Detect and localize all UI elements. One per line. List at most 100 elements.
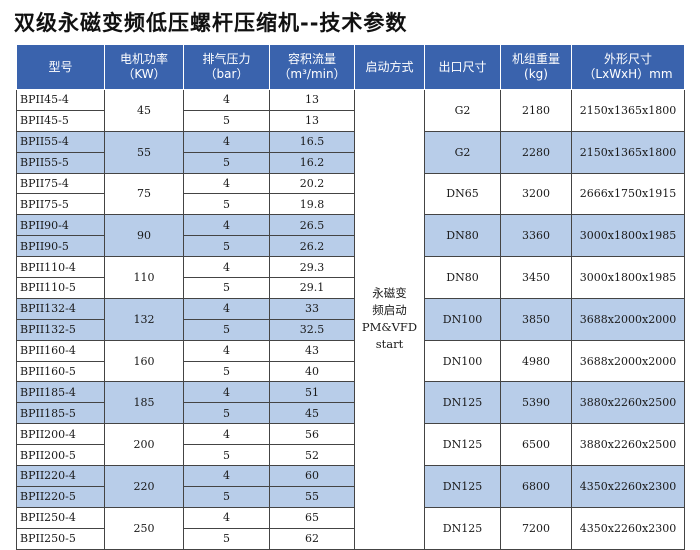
weight-cell: 3200 xyxy=(500,172,572,216)
table-row: BPII75-5 5 19.8 xyxy=(16,193,685,216)
table-row: BPII220-4 220 4 60 DN125 6800 4350x2260x2300 xyxy=(16,465,685,508)
dims-cell: 2150x1365x1800 xyxy=(571,89,685,132)
header-pressure: 排气压力 （bar） xyxy=(183,44,270,90)
header-row: 型号 电机功率 （KW） 排气压力 （bar） 容积流量 （m³/min） 启动方式 … xyxy=(16,44,685,90)
model-cell: BPII90-4 xyxy=(16,214,105,237)
model-cell: BPII110-4 xyxy=(16,256,105,279)
page-title: 双级永磁变频低压螺杆压缩机--技术参数 xyxy=(14,11,408,35)
flow-cell: 13 xyxy=(269,89,355,111)
header-model: 型号 xyxy=(16,44,105,90)
pressure-cell: 5 xyxy=(183,485,270,508)
pressure-cell: 5 xyxy=(183,109,270,132)
model-cell: BPII160-4 xyxy=(16,339,105,362)
dims-cell: 2150x1365x1800 xyxy=(571,130,685,174)
header-flow-unit: （m³/min） xyxy=(278,67,346,81)
dims-cell: 3000x1800x1985 xyxy=(571,256,685,299)
flow-cell: 55 xyxy=(269,485,355,508)
flow-cell: 32.5 xyxy=(269,318,355,341)
flow-cell: 29.1 xyxy=(269,277,355,299)
outlet-cell: DN125 xyxy=(424,506,501,550)
weight-cell: 3850 xyxy=(500,297,572,341)
start-method-line: 永磁变 xyxy=(372,286,407,301)
table-body: BPII45-4 45 4 13 永磁变 频启动 PM&VFD start G2 2180 2150… xyxy=(16,89,685,550)
dims-cell: 4350x2260x2300 xyxy=(571,506,685,550)
model-cell: BPII160-5 xyxy=(16,360,105,383)
pressure-cell: 5 xyxy=(183,151,270,174)
header-dims-unit: （LxWxH）mm xyxy=(583,67,673,81)
flow-cell: 26.5 xyxy=(269,214,355,237)
outlet-cell: G2 xyxy=(424,89,501,132)
power-cell: 45 xyxy=(104,89,184,132)
weight-cell: 6800 xyxy=(500,465,572,508)
pressure-cell: 4 xyxy=(183,381,270,404)
header-weight-unit: (kg) xyxy=(524,67,548,81)
header-pressure-unit: （bar） xyxy=(204,67,249,81)
header-flow-label: 容积流量 xyxy=(287,52,336,66)
pressure-cell: 5 xyxy=(183,360,270,383)
weight-cell: 3360 xyxy=(500,214,572,258)
weight-cell: 6500 xyxy=(500,423,572,467)
outlet-cell: DN65 xyxy=(424,172,501,216)
dims-cell: 2666x1750x1915 xyxy=(571,172,685,216)
flow-cell: 13 xyxy=(269,109,355,132)
table-row: BPII200-4 200 4 56 DN125 6500 3880x2260x2500 xyxy=(16,423,685,467)
dims-cell: 4350x2260x2300 xyxy=(571,465,685,508)
table-row: BPII185-4 185 4 51 DN125 5390 3880x2260x2500 xyxy=(16,381,685,425)
table-row: BPII110-5 5 29.1 xyxy=(16,277,685,299)
power-cell: 132 xyxy=(104,297,184,341)
start-method-line: 频启动 xyxy=(372,303,407,318)
table-row: BPII55-4 55 4 16.5 G2 2280 2150x1365x1800 xyxy=(16,130,685,174)
pressure-cell: 4 xyxy=(183,423,270,446)
outlet-cell: DN125 xyxy=(424,465,501,508)
dims-cell: 3880x2260x2500 xyxy=(571,381,685,425)
pressure-cell: 5 xyxy=(183,444,270,467)
table-row: BPII132-4 132 4 33 DN100 3850 3688x2000x2000 xyxy=(16,297,685,341)
pressure-cell: 4 xyxy=(183,130,270,153)
flow-cell: 52 xyxy=(269,444,355,467)
pressure-cell: 4 xyxy=(183,89,270,111)
flow-cell: 62 xyxy=(269,527,355,550)
power-cell: 90 xyxy=(104,214,184,258)
header-outlet-label: 出口尺寸 xyxy=(438,59,487,74)
weight-cell: 2280 xyxy=(500,130,572,174)
model-cell: BPII55-5 xyxy=(16,151,105,174)
model-cell: BPII75-5 xyxy=(16,193,105,216)
pressure-cell: 4 xyxy=(183,256,270,279)
dims-cell: 3688x2000x2000 xyxy=(571,297,685,341)
table-row: BPII90-4 90 4 26.5 DN80 3360 3000x1800x1985 xyxy=(16,214,685,258)
flow-cell: 26.2 xyxy=(269,235,355,258)
outlet-cell: G2 xyxy=(424,130,501,174)
flow-cell: 40 xyxy=(269,360,355,383)
outlet-cell: DN125 xyxy=(424,381,501,425)
power-cell: 185 xyxy=(104,381,184,425)
header-model-label: 型号 xyxy=(48,59,73,74)
power-cell: 160 xyxy=(104,339,184,383)
flow-cell: 29.3 xyxy=(269,256,355,279)
header-power-label: 电机功率 xyxy=(119,52,168,66)
pressure-cell: 4 xyxy=(183,465,270,487)
flow-cell: 16.2 xyxy=(269,151,355,174)
weight-cell: 7200 xyxy=(500,506,572,550)
pressure-cell: 4 xyxy=(183,339,270,362)
model-cell: BPII200-5 xyxy=(16,444,105,467)
table-row: BPII75-4 75 4 20.2 DN65 3200 2666x1750x1915 xyxy=(16,172,685,216)
start-method-cell: 永磁变 频启动 PM&VFD start xyxy=(354,89,425,550)
model-cell: BPII55-4 xyxy=(16,130,105,153)
flow-cell: 45 xyxy=(269,402,355,425)
table-row: BPII250-4 250 4 65 DN125 7200 4350x2260x2300 xyxy=(16,506,685,550)
spec-table-container: 型号 电机功率 （KW） 排气压力 （bar） 容积流量 （m³/min） 启动方式 … xyxy=(16,44,685,550)
pressure-cell: 5 xyxy=(183,235,270,258)
pressure-cell: 4 xyxy=(183,506,270,529)
weight-cell: 4980 xyxy=(500,339,572,383)
spec-table: 型号 电机功率 （KW） 排气压力 （bar） 容积流量 （m³/min） 启动方式 … xyxy=(16,44,685,550)
model-cell: BPII110-5 xyxy=(16,277,105,299)
outlet-cell: DN100 xyxy=(424,339,501,383)
power-cell: 250 xyxy=(104,506,184,550)
outlet-cell: DN100 xyxy=(424,297,501,341)
power-cell: 110 xyxy=(104,256,184,299)
power-cell: 220 xyxy=(104,465,184,508)
weight-cell: 2180 xyxy=(500,89,572,132)
dims-cell: 3688x2000x2000 xyxy=(571,339,685,383)
model-cell: BPII132-5 xyxy=(16,318,105,341)
header-flow: 容积流量 （m³/min） xyxy=(269,44,355,90)
